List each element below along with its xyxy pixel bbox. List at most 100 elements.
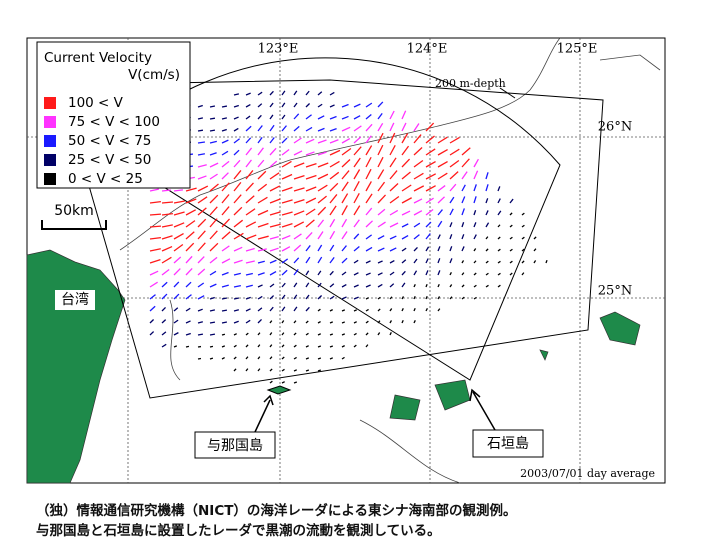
vector <box>173 243 184 252</box>
vector <box>329 333 334 336</box>
vector <box>377 181 386 192</box>
vector <box>161 235 173 240</box>
vector <box>293 356 297 360</box>
vector <box>353 181 360 192</box>
vector <box>257 114 262 120</box>
vector <box>341 218 348 228</box>
vector <box>269 198 281 204</box>
vector <box>413 222 421 228</box>
vector <box>341 138 351 144</box>
vector <box>233 138 240 144</box>
vector <box>209 345 214 348</box>
vector <box>293 369 298 372</box>
vector <box>485 222 490 228</box>
vector <box>269 356 273 360</box>
vector <box>377 169 385 180</box>
vector <box>329 205 337 216</box>
vector <box>173 345 178 348</box>
vector <box>377 132 384 144</box>
lat-label: 25°N <box>598 284 632 299</box>
vector <box>281 356 285 360</box>
vector <box>317 256 323 264</box>
vector <box>317 345 322 348</box>
vector <box>353 309 358 312</box>
vector <box>377 122 384 132</box>
vector <box>341 147 352 156</box>
vector <box>341 126 351 132</box>
vector <box>377 332 381 336</box>
vector <box>245 284 253 288</box>
vector <box>221 160 230 168</box>
vector <box>353 332 357 336</box>
vector <box>257 222 269 228</box>
vector <box>401 259 407 264</box>
vector <box>257 209 269 216</box>
vector <box>317 103 323 108</box>
vector <box>293 90 298 96</box>
legend-label: 100 < V <box>68 95 124 111</box>
vector <box>257 170 267 180</box>
vector <box>425 270 429 276</box>
vector <box>149 270 159 276</box>
taiwan-label-bg <box>55 290 95 310</box>
vector <box>233 333 237 336</box>
vector <box>449 148 460 156</box>
vector <box>305 114 312 120</box>
vector <box>377 194 387 204</box>
vector <box>197 175 207 180</box>
vector <box>269 172 280 180</box>
vector <box>185 294 192 300</box>
vector <box>305 90 310 96</box>
vector <box>413 134 422 144</box>
vector <box>305 369 310 372</box>
vector <box>209 333 216 336</box>
vector <box>209 206 218 216</box>
vector <box>269 124 275 132</box>
vector <box>281 269 288 276</box>
vector <box>389 271 395 276</box>
vector <box>401 184 412 192</box>
legend-unit: V(cm/s) <box>128 67 180 83</box>
vector <box>269 306 274 312</box>
vector <box>317 173 329 180</box>
vector <box>293 175 305 180</box>
vector <box>245 137 252 144</box>
vector <box>293 332 297 336</box>
vector <box>221 284 229 288</box>
vector <box>281 199 293 204</box>
vector <box>353 103 361 108</box>
vector <box>233 181 242 192</box>
vector <box>401 282 406 288</box>
vector <box>209 357 214 360</box>
vector <box>269 236 279 240</box>
vector <box>365 181 372 192</box>
vector <box>317 206 327 216</box>
vector <box>293 210 305 216</box>
vector <box>257 147 264 156</box>
vector <box>509 248 513 252</box>
vector <box>305 306 310 312</box>
vector <box>209 230 218 240</box>
vector <box>173 222 185 228</box>
vector <box>377 101 384 108</box>
vector <box>413 246 418 252</box>
vector <box>161 224 173 228</box>
vector <box>353 157 361 168</box>
vector <box>221 321 228 324</box>
vector <box>257 103 263 108</box>
vector <box>305 138 315 144</box>
vector <box>161 319 167 324</box>
vector <box>245 182 254 192</box>
vector <box>341 231 348 240</box>
vector <box>353 136 362 144</box>
vector <box>461 222 465 228</box>
vector <box>389 209 399 216</box>
vector <box>233 159 241 168</box>
vector <box>329 218 336 228</box>
vector <box>269 270 277 276</box>
vector <box>365 168 372 180</box>
vector <box>461 234 465 240</box>
vector <box>329 357 334 360</box>
vector <box>365 234 373 240</box>
vector <box>521 212 525 216</box>
